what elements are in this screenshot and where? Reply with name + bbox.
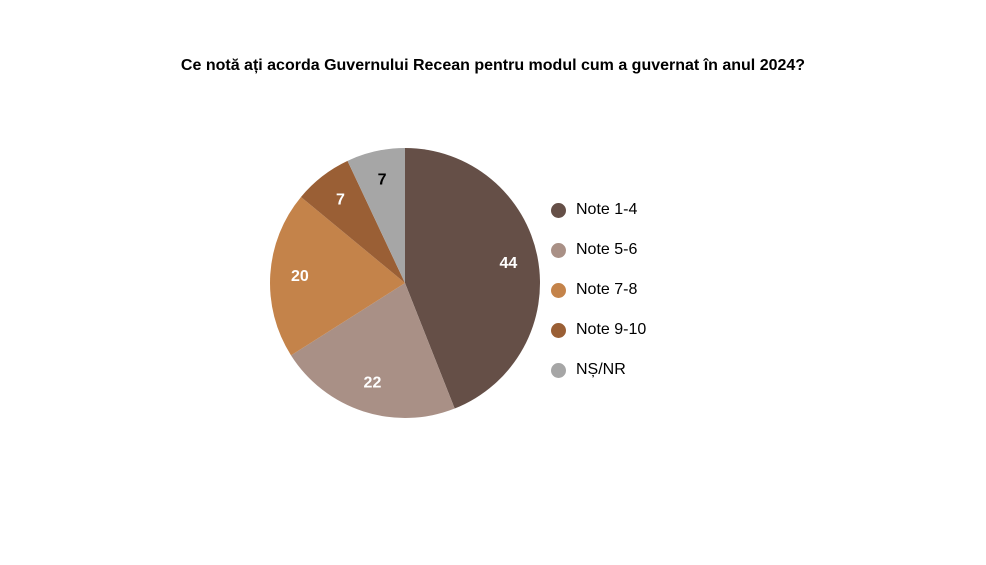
data-label-note-5-6: 22 <box>364 375 382 392</box>
legend: Note 1-4 Note 5-6 Note 7-8 Note 9-10 NȘ/NR <box>551 190 646 390</box>
legend-label: Note 9-10 <box>576 321 647 338</box>
data-label-note-9-10: 7 <box>336 191 345 208</box>
legend-swatch <box>551 322 566 338</box>
data-label-note-7-8: 20 <box>291 268 309 285</box>
legend-swatch <box>551 242 566 258</box>
legend-item-note-7-8: Note 7-8 <box>551 270 646 310</box>
legend-label: NȘ/NR <box>576 361 626 378</box>
chart-title: Ce notă ați acorda Guvernului Recean pen… <box>180 57 806 74</box>
pie-slice-n-nr <box>347 148 405 283</box>
data-label-n-nr: 7 <box>378 172 387 189</box>
legend-swatch <box>551 282 566 298</box>
pie-slice-note-1-4 <box>405 148 540 409</box>
legend-item-note-1-4: Note 1-4 <box>551 190 646 230</box>
pie-slice-note-9-10 <box>300 160 405 283</box>
legend-label: Note 5-6 <box>576 241 638 258</box>
legend-swatch <box>551 362 566 378</box>
legend-label: Note 1-4 <box>576 201 638 218</box>
data-label-note-1-4: 44 <box>500 255 518 272</box>
legend-label: Note 7-8 <box>576 281 638 298</box>
legend-item-note-5-6: Note 5-6 <box>551 230 646 270</box>
pie-slice-note-5-6 <box>291 283 455 418</box>
legend-item-note-9-10: Note 9-10 <box>551 310 646 350</box>
legend-swatch <box>551 202 566 218</box>
pie-slice-note-7-8 <box>270 196 405 356</box>
legend-item-n-nr: NȘ/NR <box>551 350 646 390</box>
